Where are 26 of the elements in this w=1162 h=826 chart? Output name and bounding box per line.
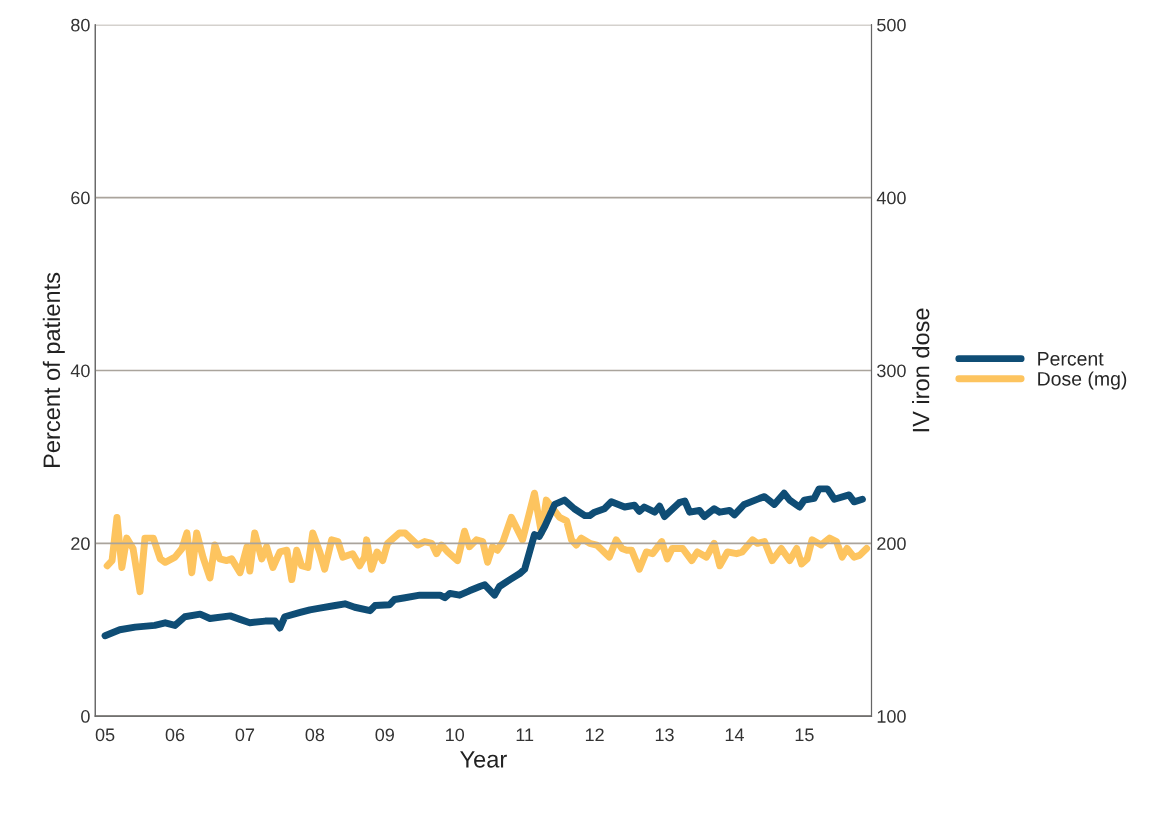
y2-tick-label: 100 (877, 710, 906, 723)
y2-axis-title: IV iron dose (912, 308, 930, 432)
x-tick-label: 14 (725, 728, 744, 742)
x-tick-label: 13 (655, 728, 674, 742)
y-tick-label: 0 (81, 710, 90, 723)
y-tick-label: 60 (71, 191, 90, 205)
legend-label: Dose (mg) (1038, 371, 1127, 390)
x-tick-label: 15 (795, 728, 814, 742)
x-tick-label: 09 (375, 728, 394, 742)
y2-tick-label: 300 (877, 364, 906, 378)
x-tick-label: 05 (95, 728, 115, 742)
x-tick-label: 11 (516, 728, 534, 742)
x-tick-label: 06 (165, 728, 185, 742)
y-tick-label: 40 (70, 364, 90, 378)
x-tick-label: 08 (305, 728, 325, 742)
y-tick-label: 20 (71, 537, 90, 551)
y2-tick-label: 400 (876, 191, 906, 205)
x-tick-label: 10 (446, 728, 465, 742)
x-axis-title: Year (460, 751, 507, 768)
x-tick-label: 07 (235, 728, 255, 742)
y-tick-label: 80 (71, 18, 90, 32)
x-tick-label: 12 (585, 728, 604, 742)
legend-label: Percent (1038, 352, 1104, 366)
y-axis-title: Percent of patients (42, 272, 65, 467)
y2-tick-label: 200 (877, 537, 906, 551)
y2-tick-label: 500 (877, 18, 906, 32)
